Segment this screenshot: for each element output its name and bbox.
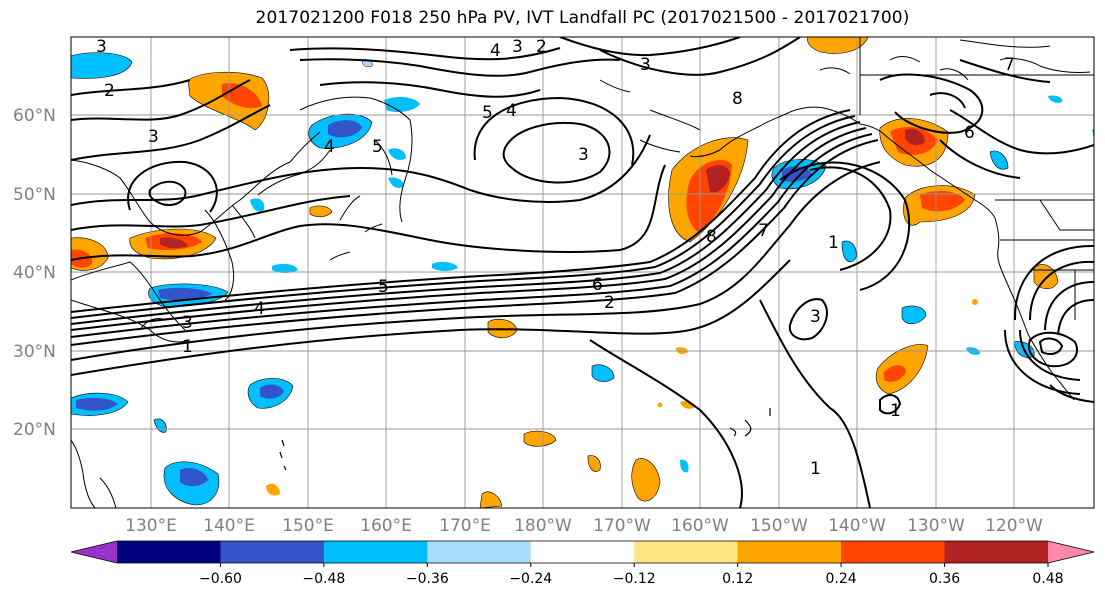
contour-label: 1: [810, 459, 821, 479]
lon-label: 150°W: [750, 516, 808, 536]
contour-label: 3: [578, 145, 589, 165]
lat-label: 30°N: [13, 342, 56, 362]
lon-label: 140°E: [203, 516, 255, 536]
lon-label: 170°W: [593, 516, 651, 536]
colorbar-swatch: [117, 541, 221, 563]
contour-lines: [71, 37, 1094, 508]
lat-label: 40°N: [13, 263, 56, 283]
map-title: 2017021200 F018 250 hPa PV, IVT Landfall…: [255, 8, 910, 28]
lon-label: 180°W: [514, 516, 572, 536]
colorbar-swatch: [427, 541, 532, 563]
contour-label: 4: [490, 41, 501, 61]
contour-label: 5: [378, 277, 389, 297]
contour-label: 3: [640, 55, 651, 75]
longitude-labels: 130°E 140°E 150°E 160°E 170°E 180°W 170°…: [125, 516, 1043, 536]
colorbar-tick-label: 0.12: [722, 571, 753, 587]
colorbar-swatch: [220, 541, 325, 563]
contour-label: 2: [604, 293, 615, 313]
contour-label: 7: [758, 221, 769, 241]
colorbar-extend-min: [71, 541, 117, 563]
contour-label: 6: [964, 123, 975, 143]
contour-label: 1: [828, 233, 839, 253]
colorbar-swatch: [841, 541, 946, 563]
colorbar-tick-label: 0.36: [929, 571, 960, 587]
contour-label: 3: [148, 127, 159, 147]
map-panel: 3 2 3 4 5 4 3 3 2 5 4 3 8 8 7 1 6 5 2 4 …: [71, 37, 1094, 508]
graticule: [71, 37, 1094, 508]
colorbar-tick-label: 0.24: [826, 571, 857, 587]
lon-label: 160°E: [360, 516, 412, 536]
lon-label: 120°W: [985, 516, 1043, 536]
contour-label: 4: [324, 137, 335, 157]
contour-label: 7: [1004, 55, 1015, 75]
colorbar-tick-label: −0.48: [302, 571, 345, 587]
contour-label: 8: [706, 227, 717, 247]
contour-label: 1: [182, 337, 193, 357]
contour-label: 6: [592, 275, 603, 295]
map-frame: [70, 36, 1095, 509]
contour-label: 2: [536, 37, 547, 57]
lon-label: 130°W: [907, 516, 965, 536]
colorbar-swatch: [944, 541, 1049, 563]
lat-label: 60°N: [13, 106, 56, 126]
contour-label: 1: [890, 401, 901, 421]
lon-label: 140°W: [828, 516, 886, 536]
contour-label: 3: [512, 37, 523, 57]
contour-label: 5: [372, 137, 383, 157]
colorbar-swatch: [530, 541, 635, 563]
colorbar-swatch: [634, 541, 739, 563]
lat-label: 50°N: [13, 185, 56, 205]
contour-labels: 3 2 3 4 5 4 3 3 2 5 4 3 8 8 7 1 6 5 2 4 …: [96, 37, 1015, 479]
latitude-labels: 60°N 50°N 40°N 30°N 20°N: [13, 106, 56, 440]
colorbar-outline: [70, 540, 1095, 564]
contour-label: 4: [506, 101, 517, 121]
lon-label: 170°E: [439, 516, 491, 536]
colorbar-swatch: [737, 541, 842, 563]
colorbar: −0.60 −0.48 −0.36 −0.24 −0.12 0.12 0.24 0.36 0.4…: [70, 540, 1095, 587]
contour-label: 5: [482, 103, 493, 123]
lon-label: 130°E: [125, 516, 177, 536]
contour-label: 2: [104, 81, 115, 101]
colorbar-tick-label: −0.12: [613, 571, 656, 587]
colorbar-extend-max: [1048, 541, 1094, 563]
contour-label: 8: [732, 89, 743, 109]
contour-label: 3: [96, 37, 107, 57]
lon-label: 160°W: [671, 516, 729, 536]
colorbar-swatch: [323, 541, 428, 563]
contour-label: 4: [254, 299, 265, 319]
lon-label: 150°E: [282, 516, 334, 536]
colorbar-tick-label: −0.36: [406, 571, 449, 587]
lat-label: 20°N: [13, 420, 56, 440]
colorbar-tick-label: 0.48: [1032, 571, 1063, 587]
colorbar-tick-label: −0.24: [509, 571, 552, 587]
colorbar-tick-label: −0.60: [199, 571, 242, 587]
contour-label: 3: [182, 313, 193, 333]
contour-label: 3: [810, 307, 821, 327]
